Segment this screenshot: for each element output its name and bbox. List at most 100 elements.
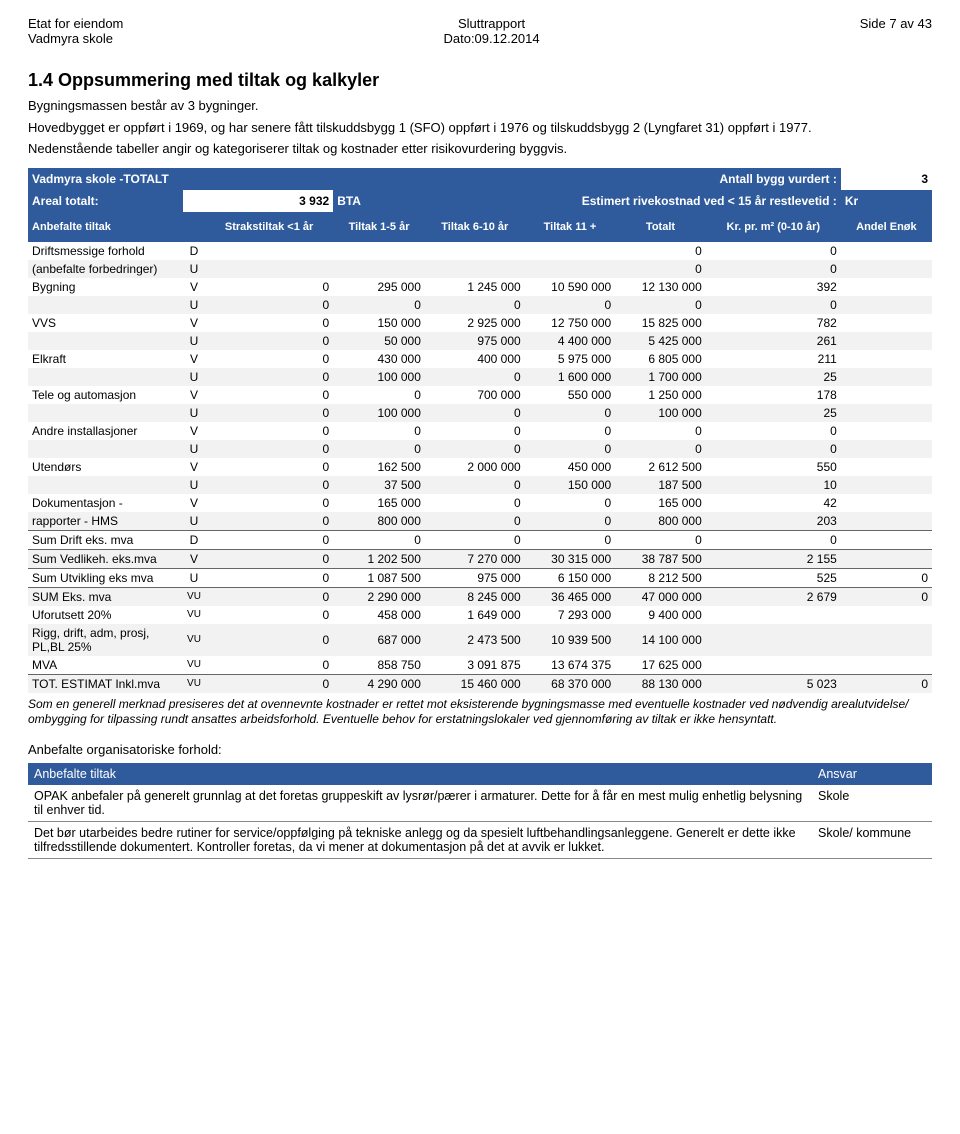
table-row-cat bbox=[28, 476, 183, 494]
table-cell bbox=[841, 440, 932, 458]
table-cell: 0 bbox=[205, 568, 333, 587]
table-row-tag: D bbox=[183, 530, 205, 549]
table-cell bbox=[841, 350, 932, 368]
table-row-tag: VU bbox=[183, 624, 205, 656]
org-row-ansvar: Skole/ kommune bbox=[812, 821, 932, 858]
table-cell: 88 130 000 bbox=[615, 674, 706, 693]
table-hdr3-col-6: Totalt bbox=[615, 212, 706, 242]
table-cell bbox=[525, 242, 616, 260]
table-cell bbox=[841, 260, 932, 278]
table-cell: 0 bbox=[205, 278, 333, 296]
table-cell: 0 bbox=[205, 624, 333, 656]
table-row-tag: V bbox=[183, 549, 205, 568]
table-cell: 150 000 bbox=[525, 476, 616, 494]
table-cell: 0 bbox=[205, 494, 333, 512]
table-cell: 12 750 000 bbox=[525, 314, 616, 332]
table-cell: 187 500 bbox=[615, 476, 706, 494]
table-row-tag: VU bbox=[183, 656, 205, 675]
table-cell: 15 460 000 bbox=[425, 674, 525, 693]
table-cell: 0 bbox=[205, 404, 333, 422]
table-cell bbox=[706, 606, 841, 624]
table-cell bbox=[841, 296, 932, 314]
table-cell: 0 bbox=[425, 476, 525, 494]
org-row-ansvar: Skole bbox=[812, 785, 932, 822]
table-cell: 1 649 000 bbox=[425, 606, 525, 624]
table-cell: 2 000 000 bbox=[425, 458, 525, 476]
header-left-2: Vadmyra skole bbox=[28, 31, 123, 46]
table-cell bbox=[841, 404, 932, 422]
table-cell: 7 293 000 bbox=[525, 606, 616, 624]
table-cell: 0 bbox=[205, 512, 333, 531]
table-cell: 550 000 bbox=[525, 386, 616, 404]
table-cell: 1 700 000 bbox=[615, 368, 706, 386]
table-cell: 0 bbox=[205, 674, 333, 693]
table-cell bbox=[841, 530, 932, 549]
table-cell: 0 bbox=[205, 530, 333, 549]
table-row-cat: Sum Utvikling eks mva bbox=[28, 568, 183, 587]
org-head-1: Ansvar bbox=[812, 763, 932, 785]
table-row-tag: V bbox=[183, 494, 205, 512]
page-header: Etat for eiendom Vadmyra skole Sluttrapp… bbox=[28, 16, 932, 46]
table-cell: 430 000 bbox=[333, 350, 425, 368]
table-cell bbox=[841, 314, 932, 332]
table-cell bbox=[706, 624, 841, 656]
table-cell: 0 bbox=[706, 530, 841, 549]
table-cell: 0 bbox=[525, 296, 616, 314]
table-row-tag: V bbox=[183, 350, 205, 368]
org-row-text: OPAK anbefaler på generelt grunnlag at d… bbox=[28, 785, 812, 822]
table-hdr3-col-5: Tiltak 11 + bbox=[525, 212, 616, 242]
table-cell: 0 bbox=[205, 587, 333, 606]
table-row-tag: U bbox=[183, 296, 205, 314]
table-cell: 50 000 bbox=[333, 332, 425, 350]
table-hdr3-col-0: Anbefalte tiltak bbox=[28, 212, 183, 242]
table-cell: 0 bbox=[525, 404, 616, 422]
table-cell: 7 270 000 bbox=[425, 549, 525, 568]
table-cell: 0 bbox=[525, 422, 616, 440]
table-cell: 0 bbox=[615, 296, 706, 314]
table-cell: 0 bbox=[205, 296, 333, 314]
table-row-tag: U bbox=[183, 568, 205, 587]
intro-line-2: Hovedbygget er oppført i 1969, og har se… bbox=[28, 119, 932, 137]
table-row-cat bbox=[28, 332, 183, 350]
org-table: Anbefalte tiltak Ansvar OPAK anbefaler p… bbox=[28, 763, 932, 859]
table-cell bbox=[841, 386, 932, 404]
table-cell: 36 465 000 bbox=[525, 587, 616, 606]
table-cell bbox=[841, 242, 932, 260]
table-cell: 4 290 000 bbox=[333, 674, 425, 693]
table-hdr1-right-val: 3 bbox=[841, 168, 932, 190]
table-cell: 68 370 000 bbox=[525, 674, 616, 693]
table-cell: 0 bbox=[525, 440, 616, 458]
table-cell: 800 000 bbox=[615, 512, 706, 531]
table-row-tag: VU bbox=[183, 587, 205, 606]
table-cell: 165 000 bbox=[615, 494, 706, 512]
table-cell bbox=[425, 260, 525, 278]
table-cell: 5 975 000 bbox=[525, 350, 616, 368]
table-hdr3-col-8: Andel Enøk bbox=[841, 212, 932, 242]
table-row-cat: Sum Vedlikeh. eks.mva bbox=[28, 549, 183, 568]
table-cell: 700 000 bbox=[425, 386, 525, 404]
table-cell: 0 bbox=[706, 260, 841, 278]
org-heading: Anbefalte organisatoriske forhold: bbox=[28, 742, 932, 757]
intro-line-3: Nedenstående tabeller angir og kategoris… bbox=[28, 140, 932, 158]
table-cell: 295 000 bbox=[333, 278, 425, 296]
table-hdr1-title: Vadmyra skole -TOTALT bbox=[28, 168, 615, 190]
table-cell: 37 500 bbox=[333, 476, 425, 494]
table-cell: 10 bbox=[706, 476, 841, 494]
table-cell: 0 bbox=[525, 494, 616, 512]
table-hdr2-v3: Kr bbox=[841, 190, 932, 212]
table-cell: 9 400 000 bbox=[615, 606, 706, 624]
table-cell: 211 bbox=[706, 350, 841, 368]
table-cell bbox=[841, 368, 932, 386]
table-cell: 8 212 500 bbox=[615, 568, 706, 587]
table-cell: 100 000 bbox=[615, 404, 706, 422]
table-cell bbox=[333, 242, 425, 260]
table-row-tag: V bbox=[183, 314, 205, 332]
table-cell: 0 bbox=[333, 530, 425, 549]
table-row-tag: U bbox=[183, 512, 205, 531]
table-hdr3-col-3: Tiltak 1-5 år bbox=[333, 212, 425, 242]
table-cell: 0 bbox=[425, 296, 525, 314]
table-cell bbox=[706, 656, 841, 675]
table-row-cat: Utendørs bbox=[28, 458, 183, 476]
table-cell bbox=[841, 476, 932, 494]
table-cell: 0 bbox=[205, 350, 333, 368]
